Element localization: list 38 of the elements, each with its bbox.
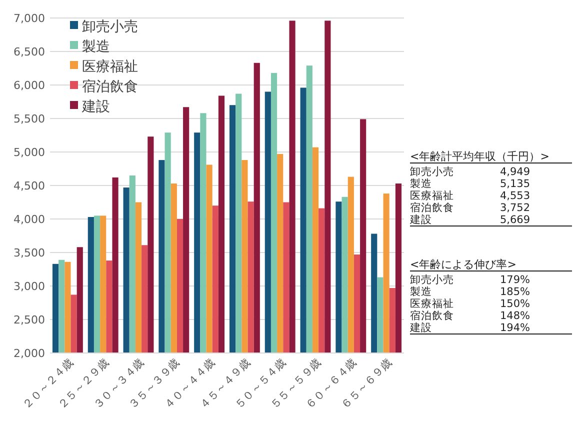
y-tick-label: 6,000	[14, 79, 45, 92]
text: <年齢計平均年収（千円）>	[410, 150, 550, 163]
legend-label: 建設	[81, 99, 110, 115]
text: <年齢による伸び率>	[410, 258, 516, 271]
text: 4,949	[500, 166, 530, 178]
y-tick-label: 2,000	[14, 347, 45, 360]
legend-label: 医療福祉	[82, 59, 138, 75]
text: 宿泊飲食	[410, 309, 454, 322]
y-tick-label: 4,500	[14, 180, 45, 192]
text: 3,752	[500, 202, 530, 214]
text: 製造	[410, 285, 432, 298]
legend-label: 卸売小売	[82, 19, 138, 35]
y-tick-label: 7,000	[14, 12, 45, 25]
text: 4,553	[500, 190, 530, 202]
text: 卸売小売	[410, 273, 454, 286]
legend-label: 製造	[82, 39, 110, 55]
text: 製造	[410, 177, 432, 190]
text: 185%	[500, 286, 530, 298]
text: 5,135	[500, 178, 530, 190]
text: 148%	[500, 310, 530, 322]
legend-label: 宿泊飲食	[82, 79, 138, 95]
text: 医療福祉	[410, 189, 454, 202]
text: 建設	[409, 213, 432, 226]
text: 医療福祉	[410, 297, 454, 310]
y-tick-label: 6,500	[14, 46, 45, 58]
text: 179%	[500, 274, 530, 286]
text: 150%	[500, 298, 530, 310]
y-tick-label: 3,000	[14, 280, 45, 293]
y-tick-label: 3,500	[14, 246, 45, 260]
y-tick-label: 2,500	[14, 314, 45, 326]
text: 5,669	[500, 214, 530, 226]
text: 宿泊飲食	[410, 201, 454, 214]
text: 194%	[500, 322, 530, 334]
y-tick-label: 5,000	[14, 146, 45, 159]
text: 建設	[409, 321, 432, 334]
text: 卸売小売	[410, 165, 454, 178]
y-tick-label: 4,000	[14, 213, 45, 226]
y-tick-label: 5,500	[14, 112, 45, 126]
